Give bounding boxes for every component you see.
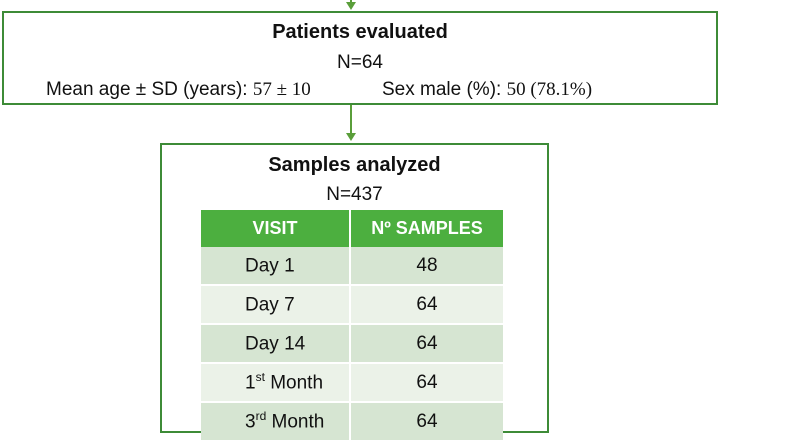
- samples-column-header: Nº SAMPLES: [349, 210, 503, 247]
- mean-age-label: Mean age ± SD (years):: [46, 79, 253, 100]
- samples-cell: 64: [349, 401, 503, 440]
- sex-male-label: Sex male (%):: [382, 79, 507, 100]
- visit-cell: 3rd Month: [201, 401, 350, 440]
- samples-count: N=437: [326, 184, 383, 205]
- mean-age-value: 57 ± 10: [252, 79, 311, 100]
- connector-arrow-head: [346, 133, 356, 141]
- patients-title: Patients evaluated: [272, 21, 448, 43]
- table-row: 1st Month 64: [201, 362, 503, 402]
- samples-analyzed-box: Samples analyzed N=437 VISIT Nº SAMPLES …: [160, 143, 549, 440]
- visit-column-header: VISIT: [201, 210, 350, 247]
- connector-arrow-line: [350, 105, 352, 133]
- visits-table: VISIT Nº SAMPLES Day 1 48 Day 7 64 Day 1…: [201, 210, 503, 440]
- samples-cell: 64: [349, 362, 503, 402]
- visit-cell: Day 1: [201, 247, 350, 285]
- table-row: Day 14 64: [201, 323, 503, 363]
- table-row: Day 1 48: [201, 247, 503, 285]
- visit-cell: Day 7: [201, 284, 350, 324]
- table-row: 3rd Month 64: [201, 401, 503, 440]
- patients-count: N=64: [337, 52, 383, 73]
- table-header-row: VISIT Nº SAMPLES: [201, 210, 503, 247]
- table-row: Day 7 64: [201, 284, 503, 324]
- incoming-arrow-head: [346, 2, 356, 10]
- visit-cell: Day 14: [201, 323, 350, 363]
- samples-title: Samples analyzed: [268, 154, 441, 176]
- patients-evaluated-box: Patients evaluated N=64 Mean age ± SD (y…: [2, 11, 718, 105]
- samples-cell: 48: [349, 247, 503, 285]
- samples-cell: 64: [349, 284, 503, 324]
- sex-male-value: 50 (78.1%): [506, 79, 593, 100]
- sex-male-stat: Sex male (%): 50 (78.1%): [382, 79, 592, 101]
- mean-age-stat: Mean age ± SD (years): 57 ± 10: [46, 79, 311, 101]
- visit-cell: 1st Month: [201, 362, 350, 402]
- samples-cell: 64: [349, 323, 503, 363]
